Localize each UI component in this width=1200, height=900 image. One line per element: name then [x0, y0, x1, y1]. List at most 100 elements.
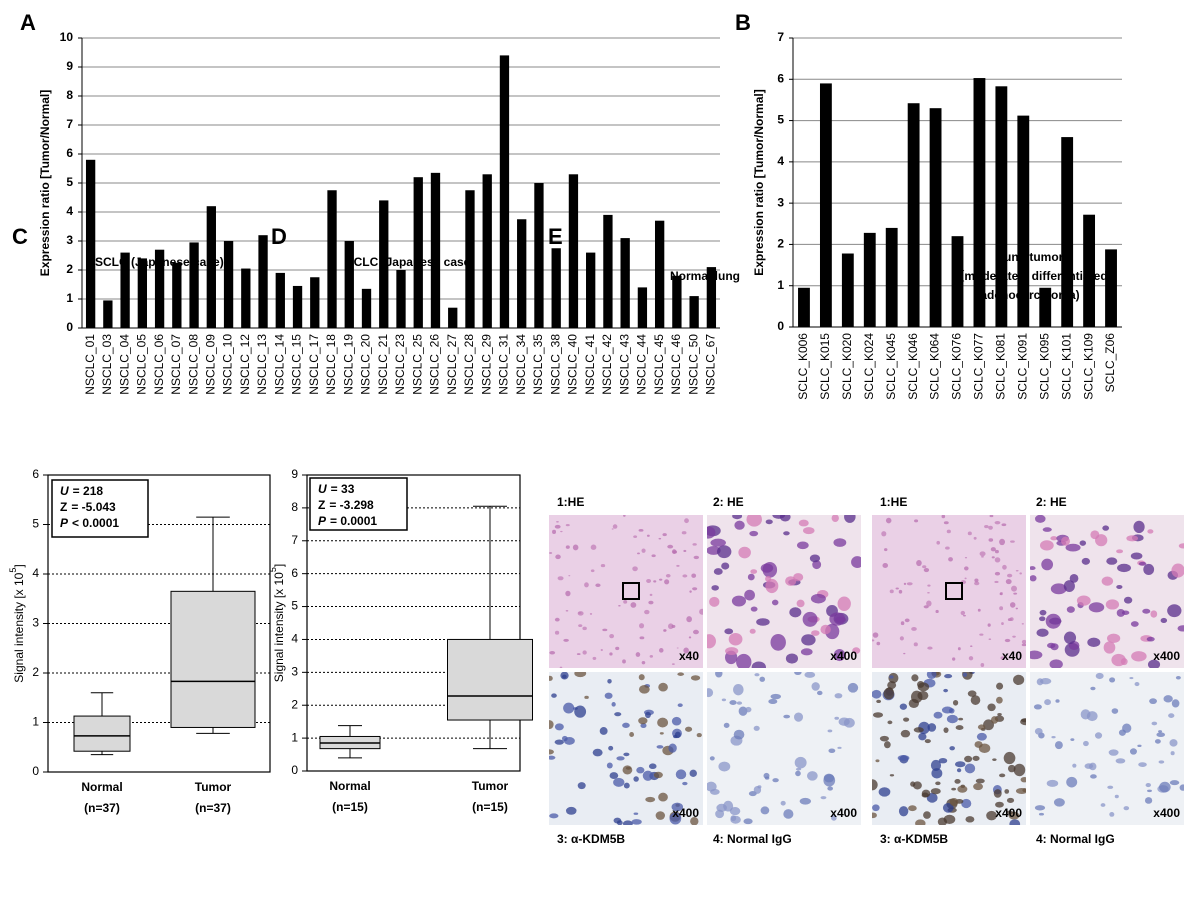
cell: [707, 688, 714, 698]
x-tick-label: NSCLC_67: [704, 334, 718, 395]
cell: [900, 621, 905, 626]
y-tick-label: 4: [291, 632, 298, 646]
cell: [1100, 803, 1106, 807]
cell: [692, 587, 698, 591]
cell: [898, 589, 903, 594]
cell: [1009, 602, 1016, 608]
micrograph: [707, 672, 861, 825]
cell: [590, 569, 595, 573]
cell: [1009, 819, 1021, 825]
x-tick-label: SCLC_K077: [972, 333, 986, 400]
cell: [991, 556, 995, 559]
cell: [1138, 561, 1147, 566]
x-tick-label: SCLC_K006: [796, 333, 810, 400]
cell: [730, 815, 737, 822]
cell: [1013, 674, 1025, 686]
x-tick-label: NSCLC_07: [169, 334, 183, 395]
micrograph: [549, 672, 703, 825]
cell: [629, 731, 635, 738]
cell: [1158, 730, 1163, 733]
cell: [820, 624, 831, 635]
cell: [799, 797, 812, 805]
cell: [1063, 631, 1077, 645]
cell: [734, 520, 745, 530]
magnification: x400: [1153, 649, 1180, 663]
bar: [344, 241, 354, 328]
cell: [756, 618, 770, 626]
cell: [986, 810, 997, 821]
cell: [690, 817, 699, 825]
cell: [1105, 599, 1120, 610]
y-tick-label: 4: [32, 566, 39, 580]
cell: [671, 549, 677, 554]
bar: [154, 249, 165, 328]
cell: [682, 781, 688, 786]
cell: [1039, 678, 1052, 685]
cell: [721, 562, 730, 570]
cell: [1134, 682, 1140, 687]
group-title: （moderately differentiated: [952, 268, 1107, 283]
cell: [913, 727, 924, 733]
n-label: (n=37): [195, 801, 231, 815]
cell: [977, 724, 986, 730]
cell: [648, 600, 654, 605]
cell: [1063, 580, 1075, 593]
bar: [85, 159, 96, 328]
cell: [723, 800, 734, 812]
cell: [1021, 623, 1024, 625]
cell: [562, 674, 567, 679]
cell: [942, 803, 954, 813]
cell: [641, 660, 646, 665]
cell: [852, 647, 861, 654]
cell: [560, 530, 563, 533]
cell: [803, 527, 815, 535]
y-axis-label: Expression ratio [Tumor/Normal]: [38, 90, 52, 276]
cell: [889, 675, 894, 679]
cell: [1106, 557, 1118, 565]
cell: [990, 716, 999, 724]
cell: [1015, 570, 1019, 572]
cell: [927, 584, 931, 587]
cell: [589, 612, 593, 615]
stats-box: [51, 479, 149, 538]
stat-text: = -3.298: [329, 498, 374, 512]
bar: [951, 236, 964, 327]
cell: [923, 811, 931, 819]
y-axis-label-text: Signal intensity [x 10: [12, 572, 26, 682]
cell: [783, 809, 794, 819]
cell: [915, 819, 926, 825]
micrograph-bg: [707, 672, 861, 825]
cell: [875, 759, 880, 763]
cell: [762, 561, 778, 578]
x-tick-label: NSCLC_38: [548, 334, 562, 395]
cell: [917, 682, 930, 692]
cell: [709, 596, 720, 607]
cell: [656, 745, 664, 749]
cell: [847, 682, 859, 693]
cell: [1050, 536, 1058, 541]
cell: [829, 612, 846, 626]
cell: [943, 814, 956, 825]
bar: [241, 268, 251, 328]
cell: [733, 683, 744, 696]
cell: [653, 771, 663, 779]
bar: [379, 200, 389, 328]
cell: [1137, 744, 1142, 748]
cell: [721, 698, 727, 702]
bar: [1017, 115, 1030, 327]
cell: [884, 548, 888, 552]
cell: [772, 778, 779, 783]
cell: [1051, 735, 1056, 739]
cell: [1041, 558, 1054, 571]
bar: [995, 86, 1008, 327]
cell: [607, 678, 612, 684]
cell: [941, 706, 954, 714]
cell: [794, 712, 804, 722]
cell: [806, 771, 818, 781]
y-tick-label: 2: [32, 665, 39, 679]
cell: [682, 574, 688, 578]
cell: [638, 717, 648, 725]
bar: [907, 103, 920, 327]
cell: [1123, 596, 1133, 604]
